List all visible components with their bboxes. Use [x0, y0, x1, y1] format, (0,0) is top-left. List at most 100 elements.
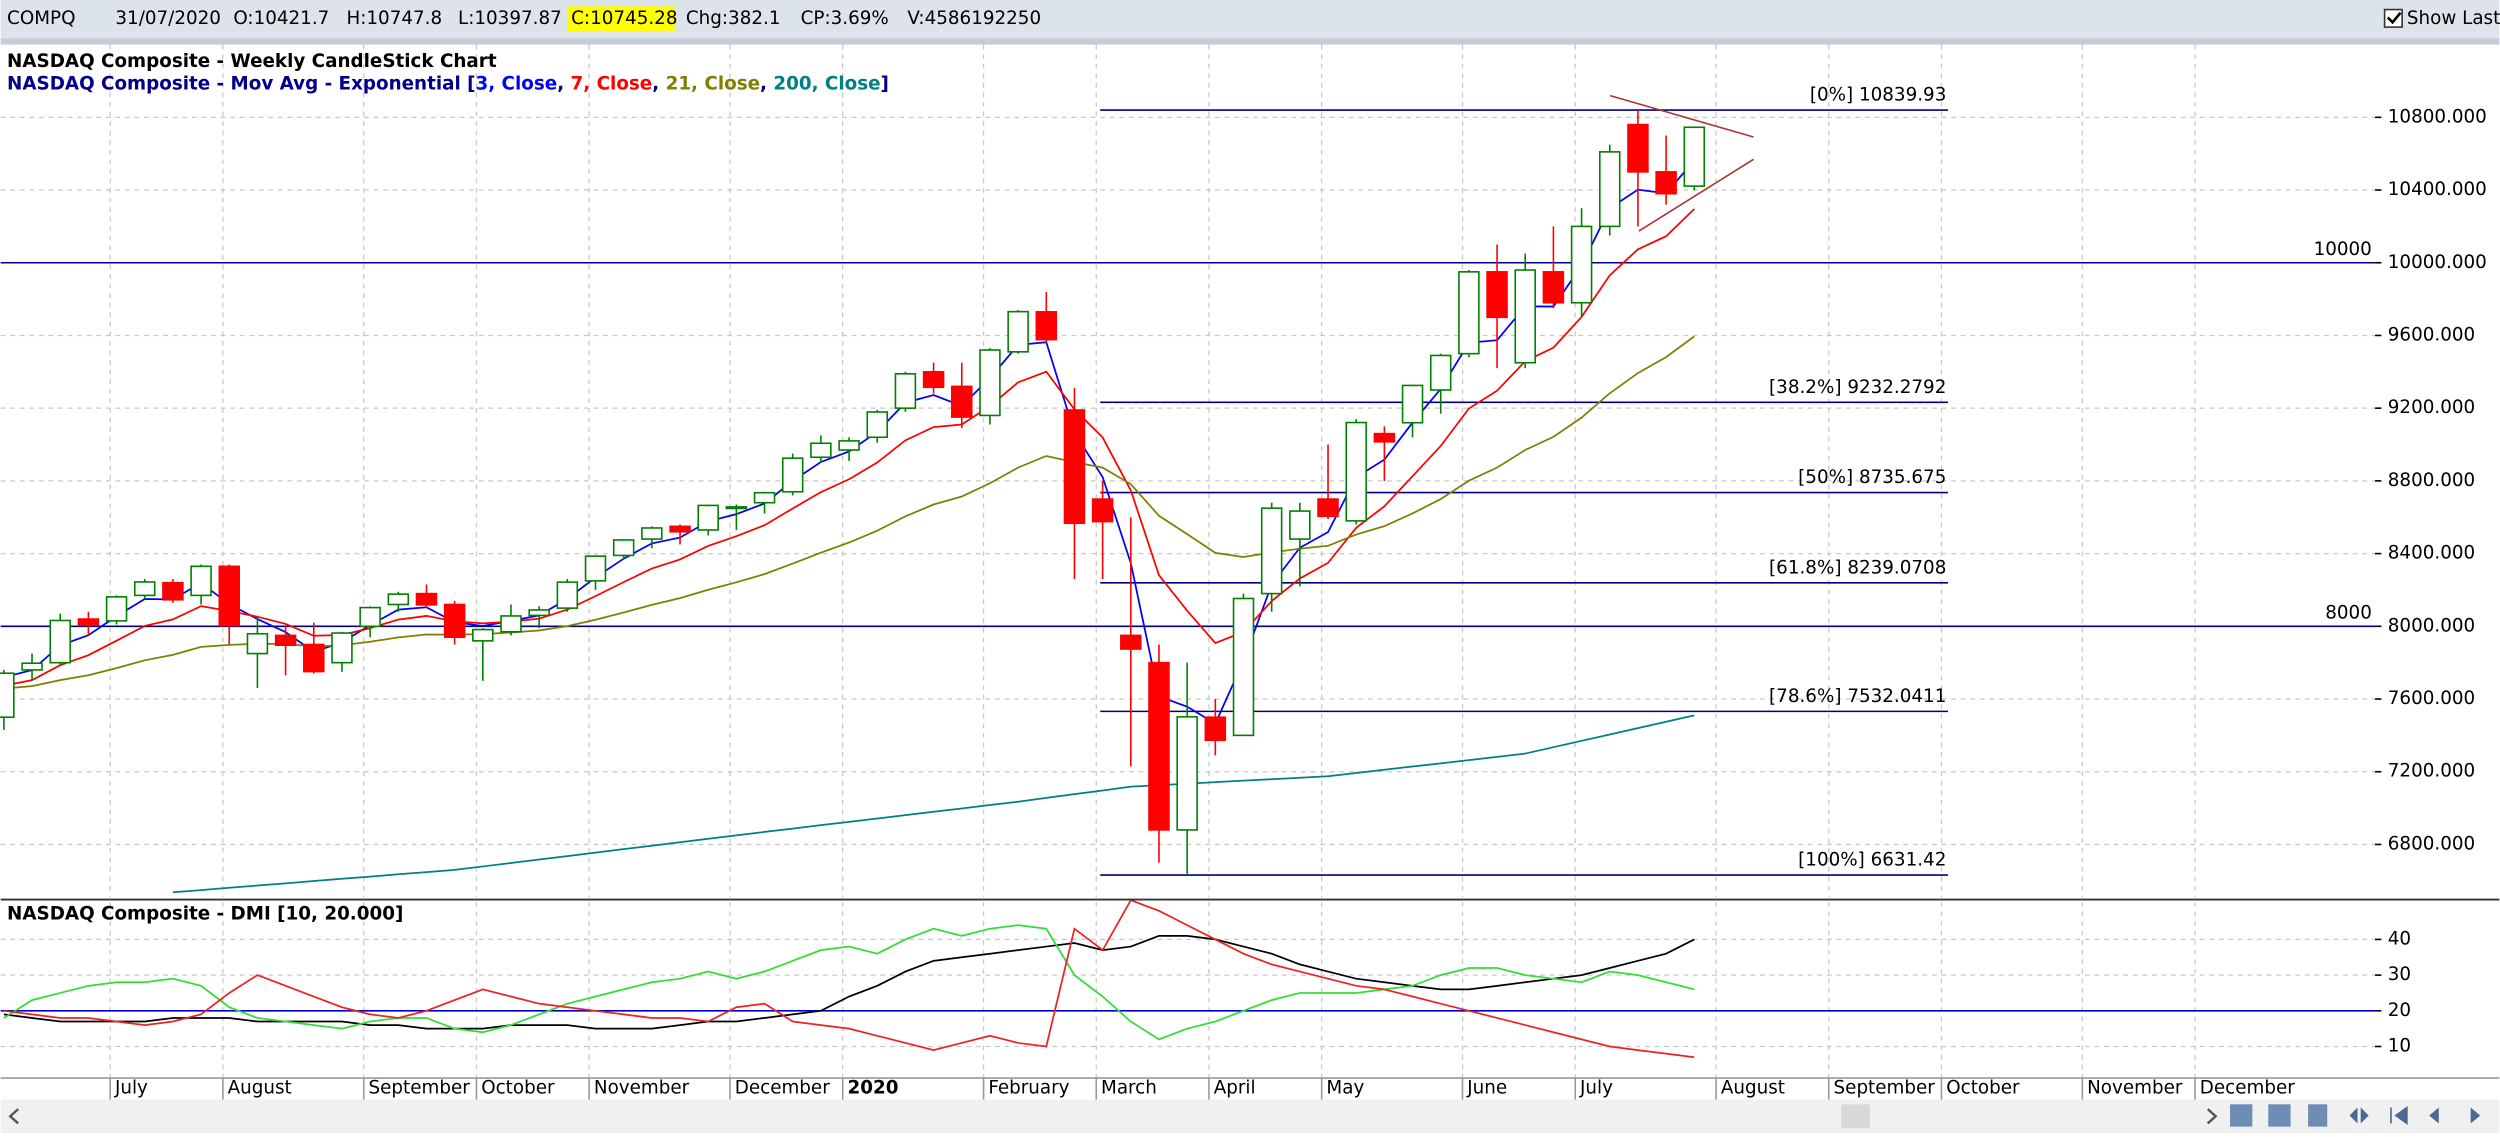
nav-button[interactable] — [2349, 1107, 2369, 1124]
legend-text: 3, Close — [475, 73, 557, 94]
nav-button[interactable] — [2470, 1107, 2481, 1124]
candle-body — [1148, 661, 1170, 831]
x-tick-label: October — [1946, 1077, 2020, 1098]
x-tick-label: December — [735, 1077, 830, 1098]
x-tick-label: September — [1834, 1077, 1936, 1098]
nav-button[interactable] — [2390, 1105, 2408, 1125]
zoom-button[interactable] — [2230, 1104, 2253, 1127]
y-tick-label: 10400.000 — [2388, 179, 2487, 200]
horizontal-line-label: 10000 — [2314, 239, 2372, 260]
candle-body — [753, 491, 776, 504]
legend-text: 21, Close — [666, 73, 760, 94]
candle-body — [162, 581, 184, 601]
moving-average-line — [3, 208, 1695, 687]
show-last-label[interactable]: Show Last — [2407, 8, 2500, 29]
layers: July August September October November Decemb… — [0, 44, 2487, 1100]
moving-average-line — [172, 714, 1695, 894]
candle-body — [1120, 634, 1142, 650]
candle-body — [190, 565, 212, 597]
y-tick-label: 30 — [2388, 964, 2411, 985]
candle-body — [359, 606, 381, 628]
candle-body — [781, 457, 804, 493]
y-tick-label: 10000.000 — [2388, 252, 2487, 273]
candle-body — [1260, 507, 1283, 595]
scroll-left[interactable] — [8, 1108, 20, 1125]
candle-body — [979, 349, 1001, 417]
x-tick-label: May — [1326, 1077, 1364, 1098]
y-tick-label: 10 — [2388, 1036, 2411, 1057]
trend-line — [1638, 158, 1754, 232]
candle-body — [1345, 421, 1367, 522]
legend: NASDAQ Composite - Mov Avg - Exponential… — [7, 73, 889, 94]
legend-text: , — [557, 73, 570, 94]
fib-label: [100%] 6631.42 — [1798, 850, 1946, 871]
fib-label: [50%] 8735.675 — [1798, 467, 1946, 488]
legend-text: 200, Close — [773, 73, 880, 94]
candle-body — [218, 565, 241, 627]
scroll-thumb[interactable] — [1841, 1104, 1870, 1129]
x-tick-label: August — [228, 1077, 292, 1098]
y-tick-label: 8000.000 — [2388, 615, 2475, 636]
legend-text: 7, Close — [571, 73, 653, 94]
y-tick-label: 8800.000 — [2388, 470, 2475, 491]
scroll-right[interactable] — [2206, 1108, 2218, 1125]
candle-body — [1458, 271, 1480, 355]
x-tick-label: July — [1579, 1077, 1613, 1098]
candle-body — [500, 615, 522, 633]
fib-label: [78.6%] 7532.0411 — [1769, 686, 1946, 707]
candle-body — [1598, 151, 1621, 228]
x-tick-label: April — [1214, 1077, 1256, 1098]
nav-button[interactable] — [2429, 1107, 2439, 1124]
candle-body — [331, 632, 353, 664]
candle-body — [1035, 311, 1058, 341]
candle-body — [725, 506, 748, 510]
x-tick-label: July — [114, 1077, 148, 1098]
candle-body — [274, 634, 297, 647]
candle-body — [669, 525, 691, 533]
candle-body — [922, 371, 945, 389]
y-tick-label: 7200.000 — [2388, 761, 2475, 782]
candle-body — [1091, 498, 1114, 523]
candle-body — [0, 672, 15, 718]
candle-body — [1542, 271, 1565, 304]
candle-body — [951, 385, 973, 418]
toolbar-border — [0, 38, 2500, 45]
y-tick-label: 10800.000 — [2388, 106, 2487, 127]
candle-body — [472, 628, 494, 642]
pan-button[interactable] — [2308, 1104, 2328, 1127]
candle-body — [1204, 716, 1227, 742]
candle-body — [1007, 310, 1029, 353]
candle-body — [866, 411, 888, 439]
candle-body — [21, 662, 43, 671]
legend-text: , — [760, 73, 773, 94]
fib-label: [38.2%] 9232.2792 — [1769, 377, 1946, 398]
candle-body — [1401, 384, 1424, 424]
candle-body — [415, 592, 438, 606]
candle-body — [1429, 354, 1452, 391]
x-tick-label: June — [1466, 1077, 1507, 1098]
dmi-title: NASDAQ Composite - DMI [10, 20.000] — [7, 904, 403, 925]
y-tick-label: 6800.000 — [2388, 833, 2475, 854]
fib-label: [61.8%] 8239.0708 — [1769, 558, 1946, 579]
candle-body — [1514, 269, 1536, 364]
candle-body — [49, 619, 71, 664]
show-last-checkbox[interactable] — [2383, 8, 2403, 28]
x-tick-label: March — [1101, 1077, 1157, 1098]
zoom-button[interactable] — [2268, 1104, 2291, 1127]
close-highlight — [567, 6, 675, 32]
dmi-line — [3, 924, 1695, 1041]
candle-body — [1683, 126, 1706, 187]
candle-body — [77, 618, 100, 627]
chart-title: NASDAQ Composite - Weekly CandleStick Ch… — [7, 51, 497, 72]
scrollbar[interactable] — [0, 1099, 2500, 1133]
labels: NASDAQ Composite - Weekly CandleStick Ch… — [7, 51, 889, 925]
volume: V:4586192250 — [907, 8, 1041, 29]
candle-body — [1289, 510, 1311, 540]
candle-body — [556, 581, 579, 609]
candle-body — [1317, 498, 1339, 518]
candle-body — [1570, 225, 1593, 304]
candle-body — [612, 539, 635, 557]
x-tick-label: August — [1721, 1077, 1785, 1098]
date: 31/07/2020 — [115, 8, 221, 29]
